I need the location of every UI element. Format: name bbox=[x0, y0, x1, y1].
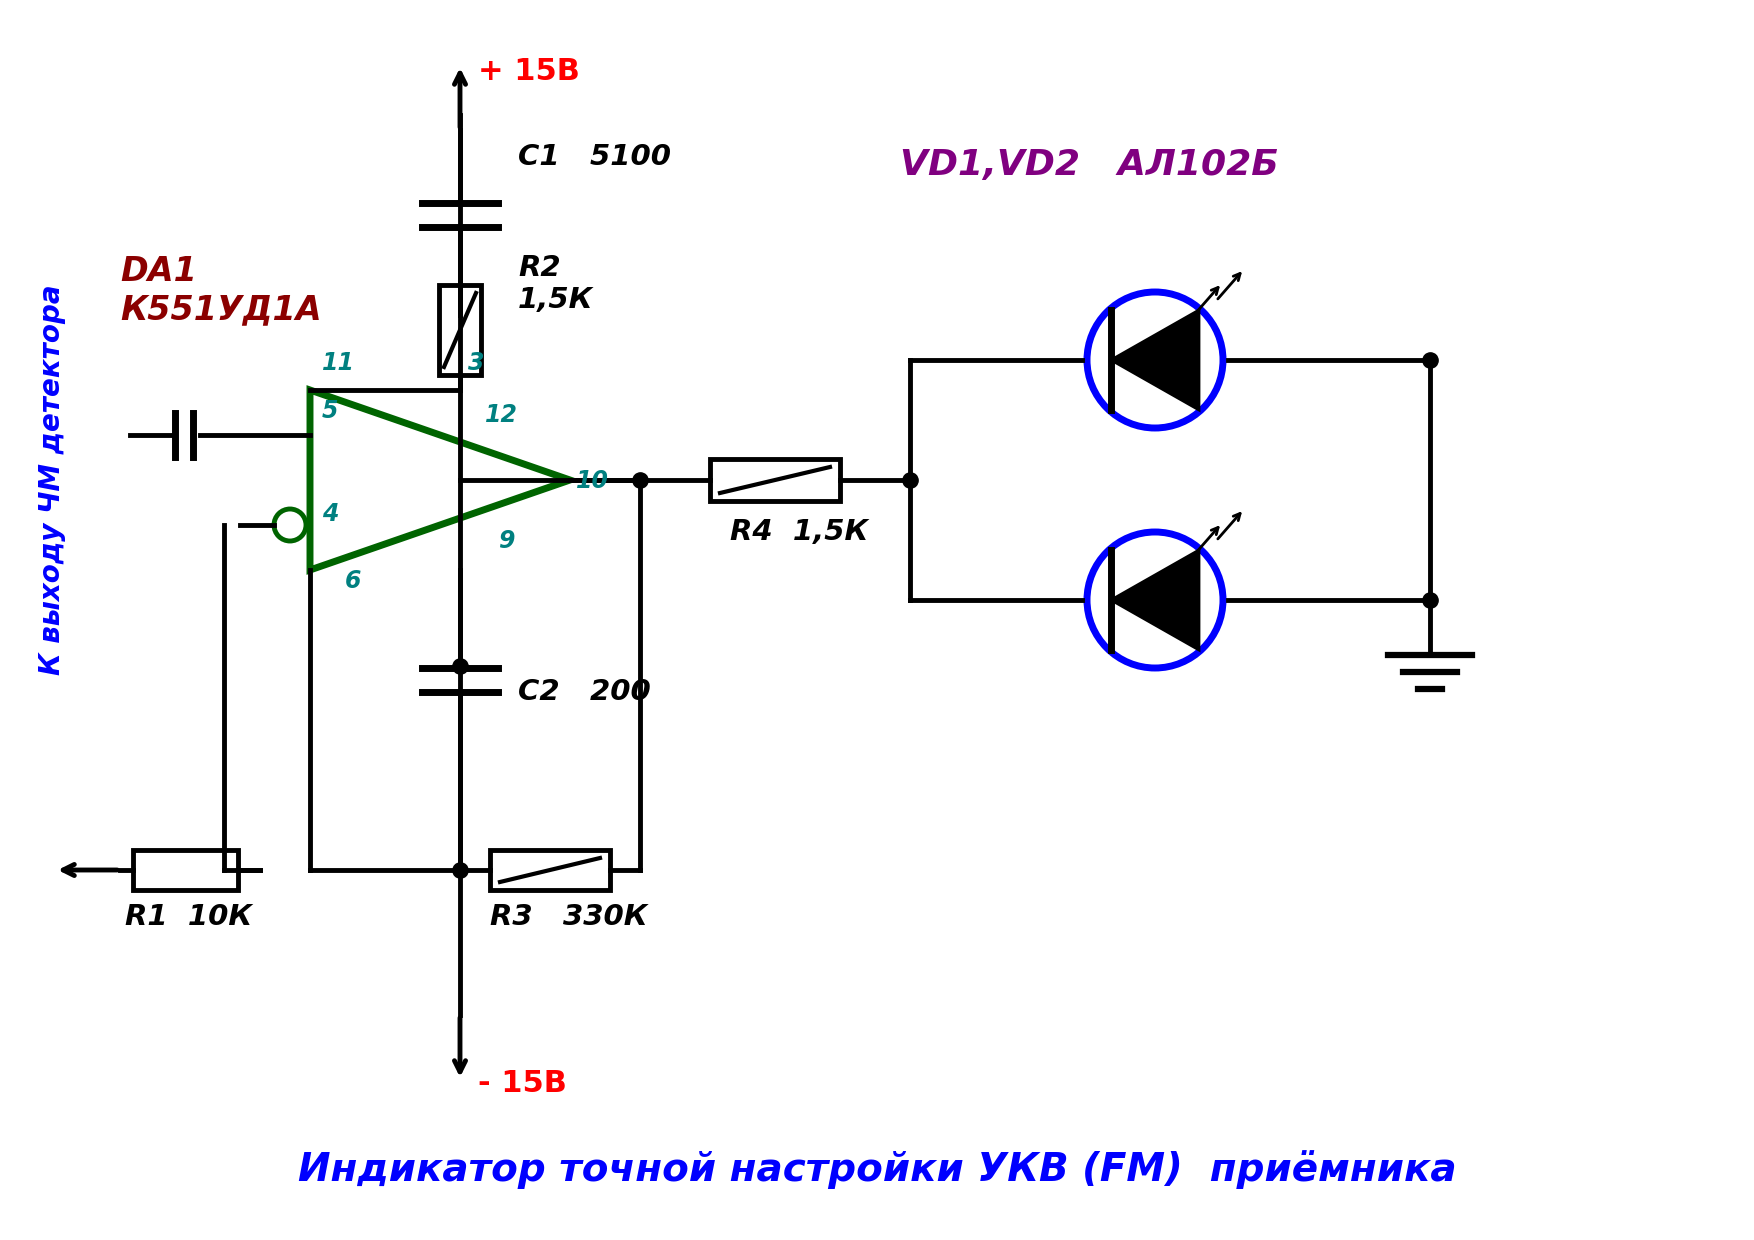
Text: - 15В: - 15В bbox=[479, 1069, 567, 1097]
Bar bbox=[489, 849, 610, 890]
Text: R4  1,5К: R4 1,5К bbox=[730, 518, 868, 546]
Text: C1   5100: C1 5100 bbox=[517, 143, 672, 171]
Text: Индикатор точной настройки УКВ (FM)  приёмника: Индикатор точной настройки УКВ (FM) приё… bbox=[298, 1151, 1456, 1189]
Text: C2   200: C2 200 bbox=[517, 678, 651, 706]
Polygon shape bbox=[1110, 310, 1200, 410]
Text: 4: 4 bbox=[323, 502, 339, 526]
Bar bbox=[710, 459, 840, 501]
Text: 11: 11 bbox=[323, 351, 354, 374]
Text: 6: 6 bbox=[346, 569, 361, 593]
Text: К выходу ЧМ детектора: К выходу ЧМ детектора bbox=[39, 285, 67, 676]
Text: 9: 9 bbox=[498, 529, 514, 553]
Bar bbox=[133, 849, 237, 890]
Text: 10: 10 bbox=[575, 469, 609, 494]
Text: R1  10К: R1 10К bbox=[125, 903, 253, 931]
Text: 5: 5 bbox=[323, 399, 339, 423]
Text: DA1
К551УД1А: DA1 К551УД1А bbox=[119, 255, 321, 326]
Text: VD1,VD2   АЛ102Б: VD1,VD2 АЛ102Б bbox=[900, 148, 1279, 182]
Text: 12: 12 bbox=[486, 403, 517, 427]
Text: R3   330К: R3 330К bbox=[489, 903, 647, 931]
Polygon shape bbox=[1110, 551, 1200, 650]
Text: + 15В: + 15В bbox=[479, 57, 581, 86]
Text: 3: 3 bbox=[468, 351, 484, 374]
Text: R2
1,5К: R2 1,5К bbox=[517, 254, 593, 314]
Bar bbox=[438, 285, 481, 374]
